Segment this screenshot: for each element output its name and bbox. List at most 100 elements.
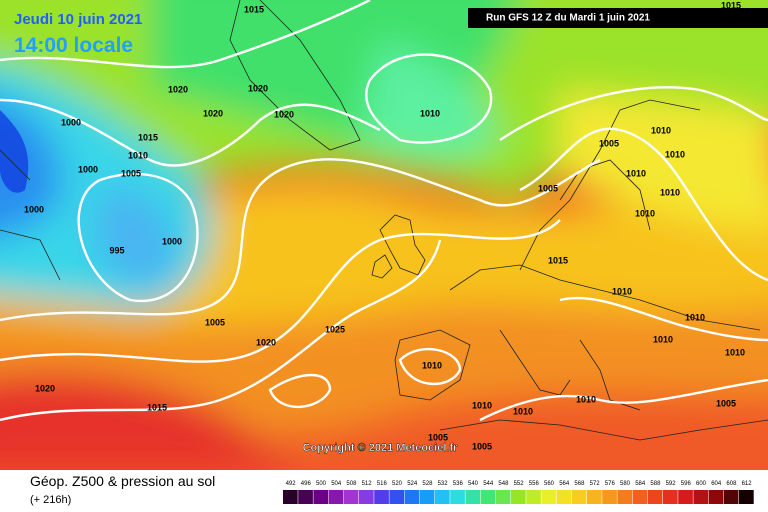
legend-swatch [617, 490, 633, 504]
isobar-label: 1010 [422, 360, 442, 370]
isobar-label: 1015 [244, 4, 264, 14]
legend-swatch [526, 490, 541, 504]
legend-label: 500 [316, 481, 327, 487]
legend-swatch [419, 490, 435, 504]
isobar-label: 1010 [576, 394, 596, 404]
legend-swatch [343, 490, 359, 504]
legend-swatch [571, 490, 587, 504]
legend-label: 596 [681, 481, 692, 487]
legend-swatch [678, 490, 693, 504]
legend-label: 520 [392, 481, 403, 487]
legend-label: 604 [711, 481, 722, 487]
isobar-label: 1005 [428, 432, 448, 442]
legend-swatch [328, 490, 344, 504]
footer-title: Géop. Z500 & pression au sol [30, 473, 215, 489]
isobar-label: 1020 [168, 84, 188, 94]
isobar-label: 1015 [721, 0, 741, 10]
isobar-label: 1010 [665, 149, 685, 159]
legend-swatch [602, 490, 617, 504]
legend-label: 564 [559, 481, 570, 487]
legend-label: 496 [301, 481, 312, 487]
footer-lead: (+ 216h) [30, 494, 71, 506]
legend-swatch [708, 490, 724, 504]
isobar-label: 1010 [685, 312, 705, 322]
time: 14:00 locale [14, 34, 133, 57]
isobar-label: 1000 [162, 236, 182, 246]
legend-swatch [739, 490, 754, 504]
legend-label: 548 [498, 481, 509, 487]
legend-swatch [298, 490, 313, 504]
legend-label: 576 [605, 481, 616, 487]
isobar-label: 1000 [61, 117, 81, 127]
legend-swatch [632, 490, 648, 504]
isobar-label: 1015 [147, 402, 167, 412]
legend-label: 580 [620, 481, 631, 487]
isobar-label: 995 [109, 245, 124, 255]
isobar-labels: 1015 1015 1020 1020 1020 1020 1010 1000 1015 1010… [24, 0, 745, 451]
legend-swatch [511, 490, 526, 504]
isobar-label: 1010 [626, 168, 646, 178]
isobar-label: 1010 [612, 286, 632, 296]
isobar-label: 1025 [325, 324, 345, 334]
legend-label: 544 [483, 481, 494, 487]
copyright: Copyright © 2021 Meteociel.fr [303, 442, 459, 454]
field: 1015 1015 1020 1020 1020 1020 1010 1000 1015 1010… [0, 0, 768, 470]
isobar-label: 1020 [35, 383, 55, 393]
legend-swatch [313, 490, 329, 504]
legend-swatch [450, 490, 465, 504]
isobar-label: 1020 [203, 108, 223, 118]
legend-label: 540 [468, 481, 479, 487]
legend-label: 572 [590, 481, 601, 487]
legend-swatch [587, 490, 602, 504]
run-banner [468, 8, 768, 28]
isobar-label: 1005 [121, 168, 141, 178]
isobar-label: 1010 [635, 208, 655, 218]
date: Jeudi 10 juin 2021 [14, 11, 142, 28]
legend-swatch [556, 490, 572, 504]
isobar-label: 1015 [138, 132, 158, 142]
legend-swatch [495, 490, 511, 504]
legend-swatch [465, 490, 481, 504]
isobar-label: 1020 [274, 109, 294, 119]
legend-label: 584 [635, 481, 646, 487]
isobar-label: 1010 [651, 125, 671, 135]
legend-label: 600 [696, 481, 707, 487]
legend-swatch [435, 490, 450, 504]
legend-label: 592 [666, 481, 677, 487]
isobar-label: 1005 [538, 183, 558, 193]
legend-label: 552 [514, 481, 525, 487]
isobar-label: 1010 [420, 108, 440, 118]
isobar-label: 1000 [78, 164, 98, 174]
legend-label: 608 [726, 481, 737, 487]
isobar-label: 1010 [128, 150, 148, 160]
isobar-label: 1010 [472, 400, 492, 410]
legend-swatch [647, 490, 663, 504]
legend-swatch [389, 490, 405, 504]
isobar-label: 1005 [205, 317, 225, 327]
isobar-label: 1010 [653, 334, 673, 344]
legend-label: 524 [407, 481, 418, 487]
isobar-label: 1010 [660, 187, 680, 197]
legend-label: 556 [529, 481, 540, 487]
legend-label: 588 [650, 481, 661, 487]
isobar-label: 1000 [24, 204, 44, 214]
legend-swatch [541, 490, 557, 504]
legend-swatch [283, 490, 298, 504]
legend-label: 532 [438, 481, 449, 487]
isobar-label: 1015 [548, 255, 568, 265]
legend-label: 492 [286, 481, 297, 487]
legend-swatch [693, 490, 709, 504]
isobar-label: 1005 [599, 138, 619, 148]
isobar-label: 1005 [472, 441, 492, 451]
legend-label: 612 [742, 481, 753, 487]
legend-label: 560 [544, 481, 555, 487]
legend-swatch [404, 490, 420, 504]
legend-swatch [663, 490, 678, 504]
legend-swatch [359, 490, 374, 504]
isobar-label: 1020 [248, 83, 268, 93]
legend-label: 508 [346, 481, 357, 487]
legend-label: 528 [422, 481, 433, 487]
legend-label: 568 [574, 481, 585, 487]
isobar-label: 1010 [725, 347, 745, 357]
legend-label: 516 [377, 481, 388, 487]
